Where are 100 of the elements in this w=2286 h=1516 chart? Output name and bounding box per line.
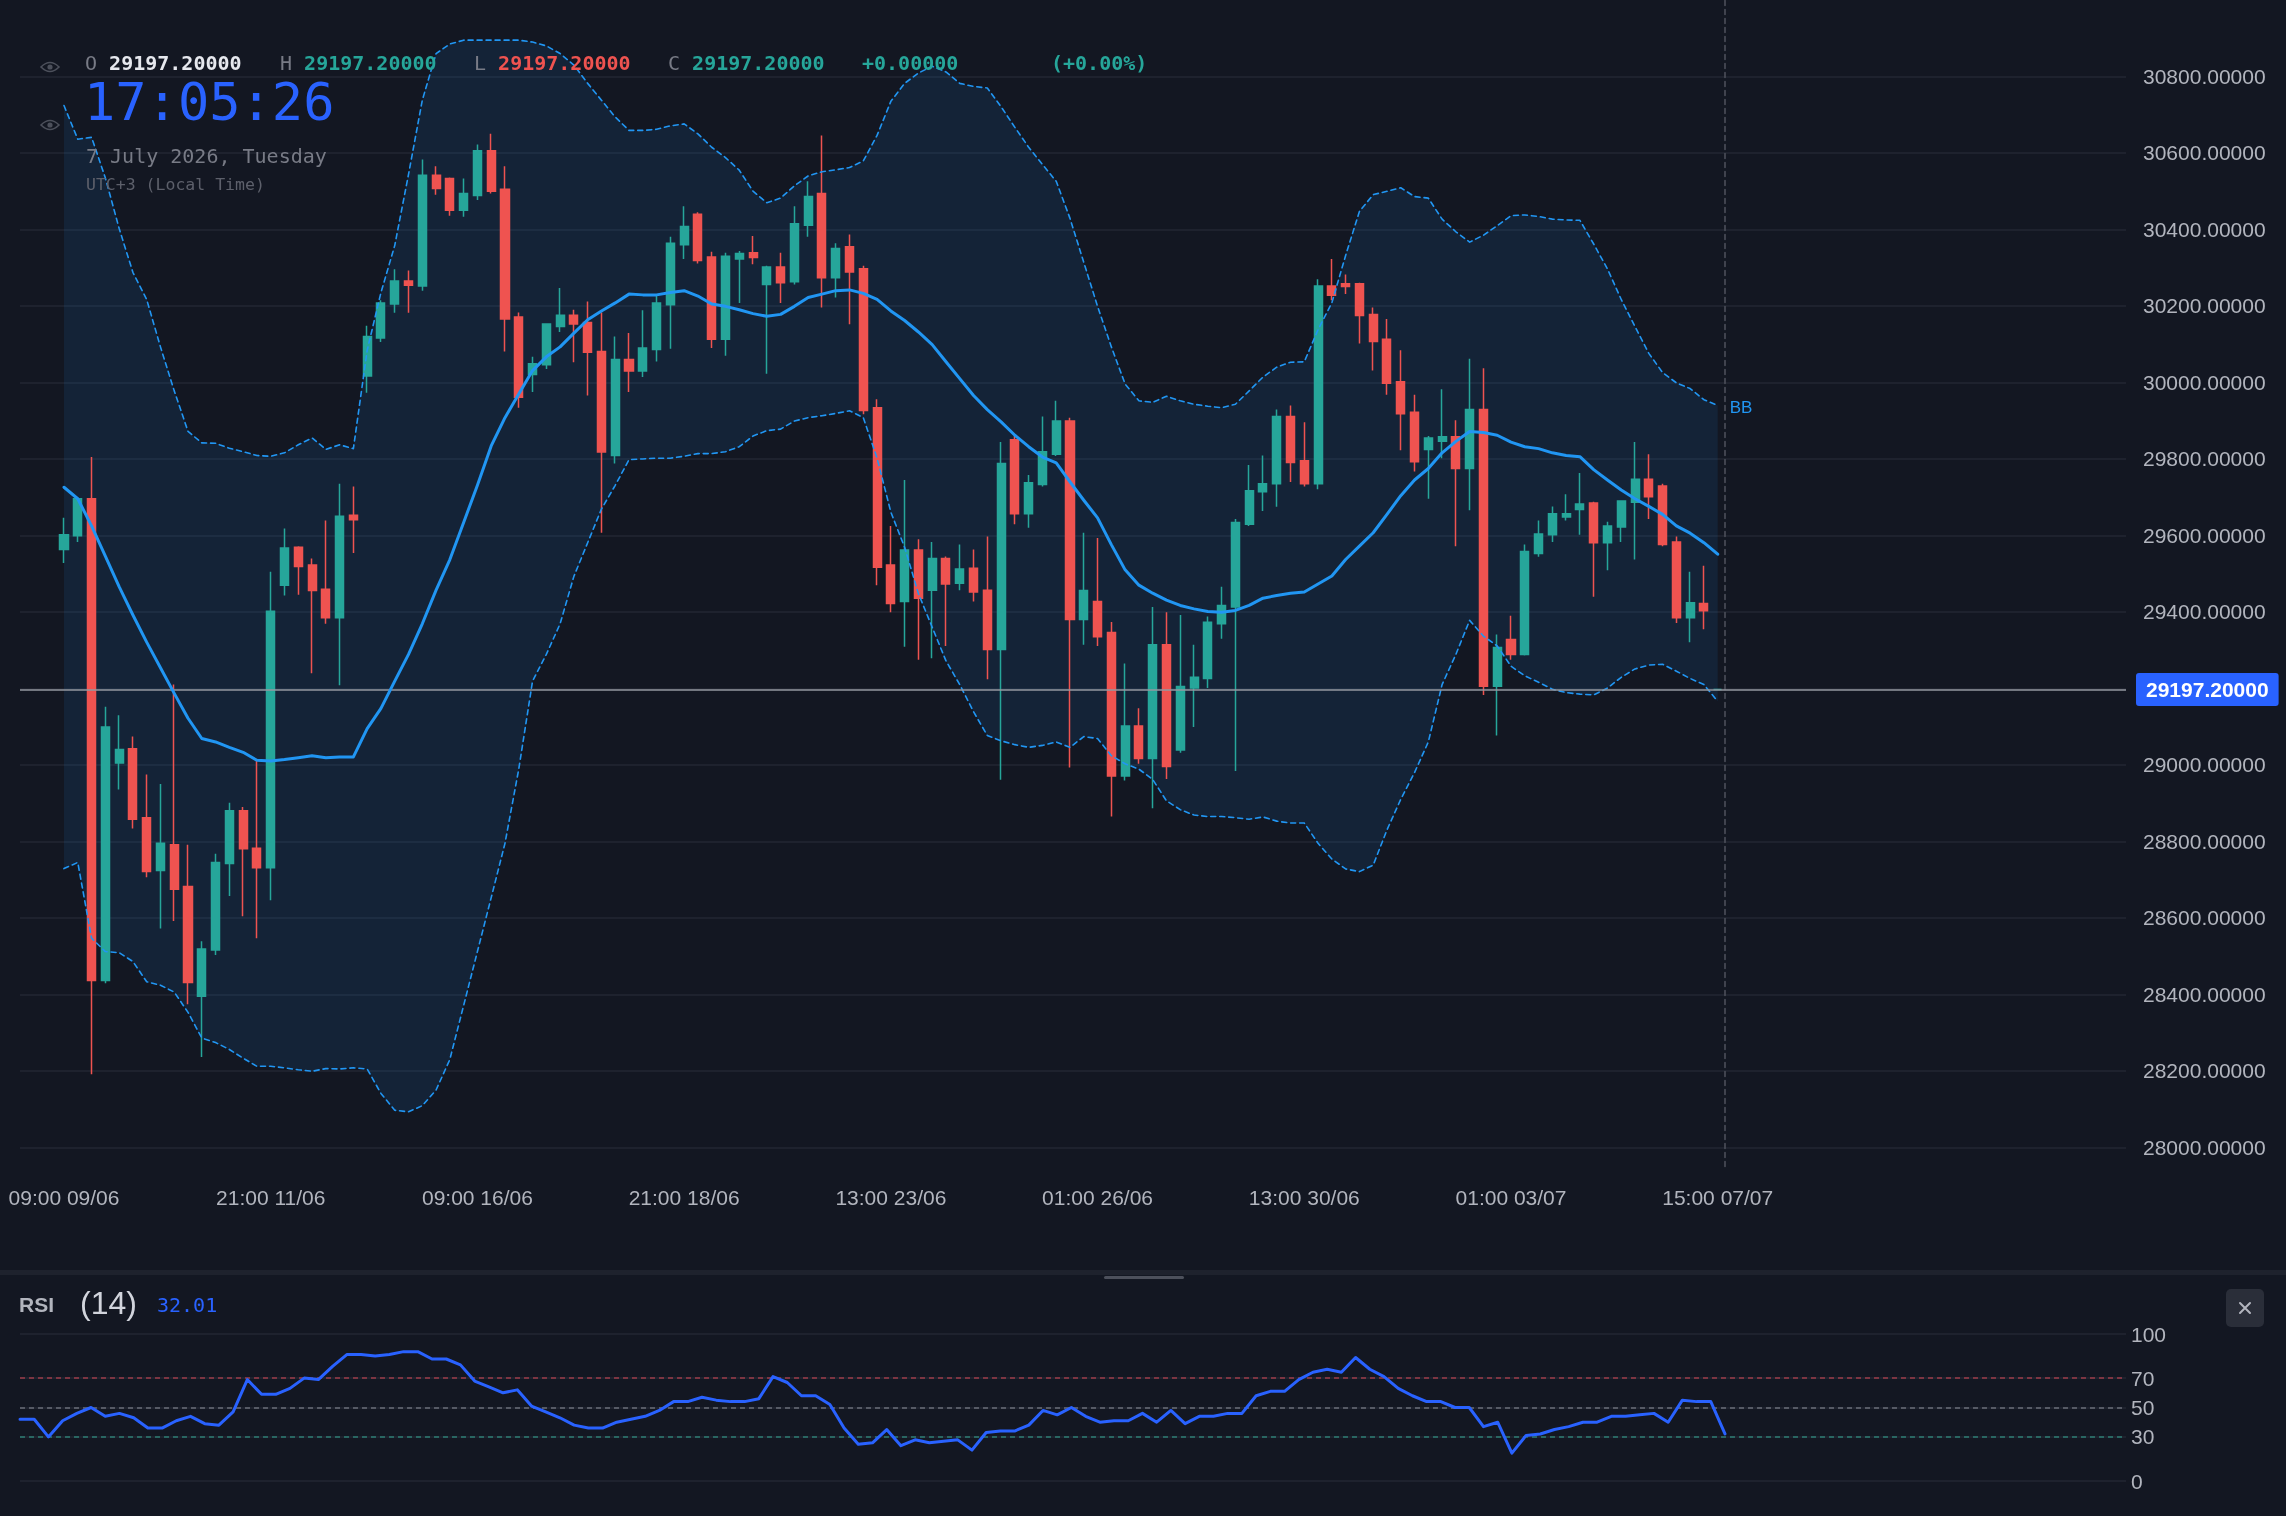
candlestick: [1616, 499, 1627, 543]
candlestick: [224, 802, 235, 897]
y-tick-label: 30600.00000: [2143, 141, 2266, 165]
candlestick: [182, 844, 194, 1006]
y-tick-label: 29400.00000: [2143, 600, 2266, 624]
candlestick: [885, 525, 896, 614]
candlestick: [1064, 416, 1076, 769]
candlestick: [196, 940, 207, 1058]
candlestick: [899, 479, 910, 648]
y-tick-label: 50: [2131, 1396, 2155, 1419]
candlestick: [555, 287, 566, 333]
y-tick-label: 30000.00000: [2143, 370, 2266, 394]
y-tick-label: 30800.00000: [2143, 64, 2266, 88]
y-tick-label: 29800.00000: [2143, 447, 2266, 471]
candlestick: [1271, 408, 1282, 508]
candlestick: [1519, 543, 1530, 657]
candlestick: [568, 309, 579, 363]
y-tick-label: 70: [2131, 1366, 2155, 1390]
candlestick: [1588, 501, 1599, 598]
annotation: +0.00000: [862, 51, 959, 75]
candlestick: [1478, 367, 1489, 696]
annotation: UTC+3 (Local Time): [86, 175, 265, 195]
candlestick: [375, 299, 386, 343]
candlestick: [1340, 273, 1351, 295]
y-tick-label: 28000.00000: [2143, 1135, 2266, 1159]
candlestick: [1630, 441, 1641, 561]
candlestick: [1698, 564, 1709, 630]
candlestick: [1244, 464, 1255, 527]
chart-title: RSI: [19, 1292, 55, 1318]
line-series: [63, 39, 1719, 458]
candlestick: [1078, 532, 1089, 646]
x-tick-label: 13:00 23/06: [835, 1185, 947, 1209]
candlestick: [1368, 306, 1379, 372]
y-tick-label: 0: [2131, 1469, 2143, 1493]
y-tick-label: 29600.00000: [2143, 523, 2266, 547]
candlestick: [1492, 633, 1503, 737]
y-tick-label: 29000.00000: [2143, 753, 2266, 777]
candlestick: [1257, 454, 1268, 512]
candlestick: [1381, 318, 1392, 396]
candlestick: [238, 806, 249, 918]
candlestick: [679, 205, 690, 260]
ref-line-label: 29197.20000: [2146, 678, 2269, 701]
line-series: [18, 1350, 1727, 1455]
candlestick: [389, 268, 400, 314]
x-tick-label: 09:00 16/06: [421, 1185, 533, 1209]
candlestick: [1120, 662, 1131, 782]
candlestick: [1009, 435, 1020, 526]
candlestick: [1671, 535, 1682, 624]
candlestick: [1409, 393, 1420, 473]
candlestick: [169, 683, 180, 922]
candlestick: [720, 252, 731, 357]
candlestick: [651, 295, 662, 363]
candlestick: [1423, 435, 1434, 500]
candlestick: [610, 335, 621, 465]
candlestick: [982, 535, 993, 680]
candlestick: [1533, 519, 1544, 558]
y-tick-label: 28200.00000: [2143, 1059, 2266, 1083]
candlestick: [1175, 614, 1186, 754]
y-tick-label: 100: [2131, 1322, 2167, 1346]
candlestick: [872, 398, 883, 586]
candlestick: [513, 311, 524, 409]
candlestick: [927, 541, 938, 659]
candlestick: [816, 134, 827, 309]
x-tick-label: 15:00 07/07: [1662, 1185, 1774, 1209]
candlestick: [127, 735, 138, 830]
candlestick: [940, 555, 951, 647]
candlestick: [1147, 606, 1158, 809]
candlestick: [1202, 615, 1213, 689]
candlestick: [1051, 400, 1062, 457]
candlestick: [334, 483, 345, 687]
candlestick: [155, 783, 166, 930]
candlestick: [279, 527, 290, 597]
x-tick-label: 09:00 09/06: [8, 1185, 120, 1209]
candlestick: [403, 269, 414, 314]
line-series: [62, 288, 1720, 763]
candlestick: [789, 205, 800, 286]
candlestick: [996, 441, 1007, 781]
candlestick: [1354, 281, 1365, 345]
candlestick: [1326, 258, 1337, 301]
candlestick: [858, 265, 869, 415]
candlestick: [472, 143, 483, 201]
candlestick: [596, 311, 607, 534]
candlestick: [1437, 388, 1448, 459]
candlestick: [830, 242, 841, 299]
candlestick: [444, 176, 455, 217]
candlestick: [417, 158, 428, 292]
y-tick-label: 28800.00000: [2143, 829, 2266, 853]
candlestick: [748, 235, 759, 266]
x-tick-label: 01:00 26/06: [1042, 1185, 1154, 1209]
candlestick: [100, 706, 111, 985]
candlestick: [623, 332, 635, 393]
candlestick: [431, 165, 442, 196]
candlestick: [141, 773, 152, 879]
candlestick: [1561, 493, 1572, 522]
candlestick: [1299, 421, 1310, 488]
candlestick: [293, 545, 304, 596]
candlestick: [803, 180, 814, 238]
candlestick: [692, 211, 703, 265]
y-tick-label: 30400.00000: [2143, 217, 2266, 241]
chart-subtitle: (14): [80, 1283, 137, 1323]
